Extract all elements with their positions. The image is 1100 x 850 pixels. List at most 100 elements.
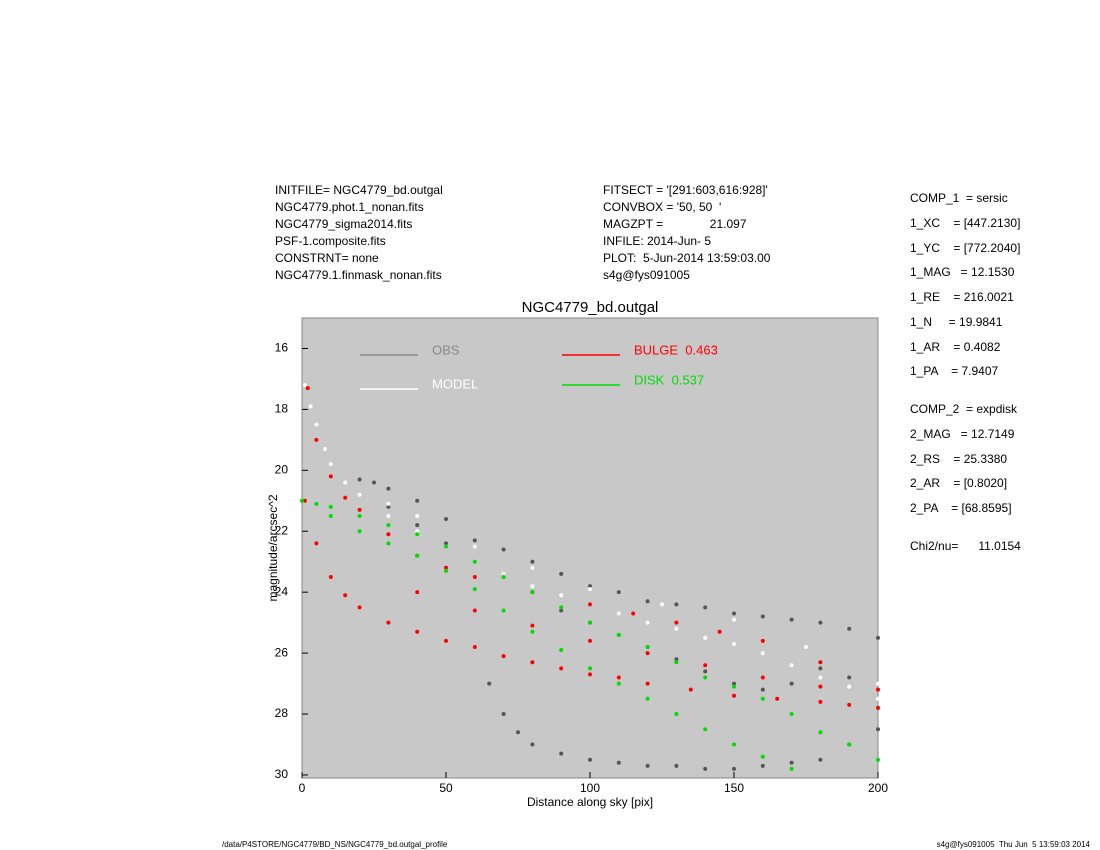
data-point <box>328 474 333 479</box>
data-point <box>616 681 621 686</box>
param-text: 2_RS = 25.3380 <box>910 452 1007 466</box>
data-point <box>876 757 880 762</box>
data-point <box>444 568 448 573</box>
data-point <box>357 529 362 534</box>
data-point <box>302 498 307 503</box>
data-point <box>588 757 592 762</box>
data-point <box>660 602 664 607</box>
data-point <box>674 620 679 625</box>
data-point <box>372 480 376 485</box>
legend-label: BULGE 0.463 <box>634 342 718 357</box>
data-point <box>732 611 736 616</box>
param-text: 1_AR = 0.4082 <box>910 340 1001 354</box>
data-point <box>472 544 477 549</box>
data-point <box>472 559 477 564</box>
data-point <box>804 645 808 650</box>
x-tick-label: 100 <box>580 781 600 795</box>
data-point <box>645 763 650 768</box>
data-point <box>674 602 679 607</box>
data-point <box>588 602 592 607</box>
info-text: CONVBOX = '50, 50 ' <box>603 200 721 214</box>
data-point <box>703 635 708 640</box>
info-text: CONSTRNT= none <box>275 251 379 265</box>
data-point <box>328 462 333 467</box>
data-point <box>876 727 880 732</box>
data-point <box>876 696 880 701</box>
data-point <box>588 638 592 643</box>
data-point <box>444 517 448 522</box>
data-point <box>501 654 506 659</box>
data-point <box>703 669 708 674</box>
data-point <box>616 590 621 595</box>
data-point <box>415 523 420 528</box>
footer-left: /data/P4STORE/NGC4779/BD_NS/NGC4779_bd.o… <box>222 840 448 849</box>
data-point <box>703 605 708 610</box>
chart-title: NGC4779_bd.outgal <box>522 299 659 316</box>
param-text: 2_AR = [0.8020] <box>910 476 1007 490</box>
data-point <box>674 763 679 768</box>
legend-label: MODEL <box>432 376 478 391</box>
x-tick-label: 50 <box>439 781 453 795</box>
data-point <box>559 751 564 756</box>
param-text: 2_PA = [68.8595] <box>910 501 1012 515</box>
data-point <box>674 657 679 662</box>
data-point <box>530 742 535 747</box>
data-point <box>357 514 362 519</box>
data-point <box>760 763 765 768</box>
data-point <box>386 620 391 625</box>
data-point <box>314 437 319 442</box>
data-point <box>703 727 708 732</box>
data-point <box>314 501 319 506</box>
data-point <box>588 672 592 677</box>
data-point <box>847 684 852 689</box>
x-tick-label: 200 <box>868 781 888 795</box>
data-point <box>645 651 650 656</box>
param-text: COMP_1 = sersic <box>910 191 1008 205</box>
data-point <box>357 605 362 610</box>
data-point <box>386 501 391 506</box>
info-text: MAGZPT = 21.097 <box>603 217 747 231</box>
info-text: INFILE: 2014-Jun- 5 <box>603 234 711 248</box>
data-point <box>616 632 621 637</box>
data-point <box>444 544 448 549</box>
data-point <box>847 675 852 680</box>
data-point <box>386 504 391 509</box>
data-point <box>732 681 736 686</box>
x-axis-label: Distance along sky [pix] <box>527 795 653 809</box>
data-point <box>501 547 506 552</box>
data-point <box>516 730 520 735</box>
data-point <box>559 608 564 613</box>
data-point <box>876 681 880 686</box>
data-point <box>760 687 765 692</box>
data-point <box>530 660 535 665</box>
data-point <box>386 523 391 528</box>
data-point <box>732 766 736 771</box>
data-point <box>530 623 535 628</box>
data-point <box>631 611 636 616</box>
info-text: NGC4779_sigma2014.fits <box>275 217 412 231</box>
legend-label: DISK 0.537 <box>634 372 704 387</box>
data-point <box>760 675 765 680</box>
data-point <box>530 590 535 595</box>
data-point <box>343 495 348 500</box>
data-point <box>328 504 333 509</box>
data-point <box>818 660 823 665</box>
data-point <box>386 486 391 491</box>
data-point <box>343 593 348 598</box>
data-point <box>703 663 708 668</box>
param-text: 1_N = 19.9841 <box>910 315 1003 329</box>
data-point <box>789 766 794 771</box>
data-point <box>357 507 362 512</box>
data-point <box>472 608 477 613</box>
data-point <box>415 590 420 595</box>
data-point <box>357 477 362 482</box>
data-point <box>789 617 794 622</box>
data-point <box>415 629 420 634</box>
data-point <box>530 565 535 570</box>
param-text: 1_MAG = 12.1530 <box>910 265 1015 279</box>
data-point <box>300 498 304 503</box>
data-point <box>703 675 708 680</box>
data-point <box>703 766 708 771</box>
data-point <box>645 620 650 625</box>
data-point <box>472 645 477 650</box>
